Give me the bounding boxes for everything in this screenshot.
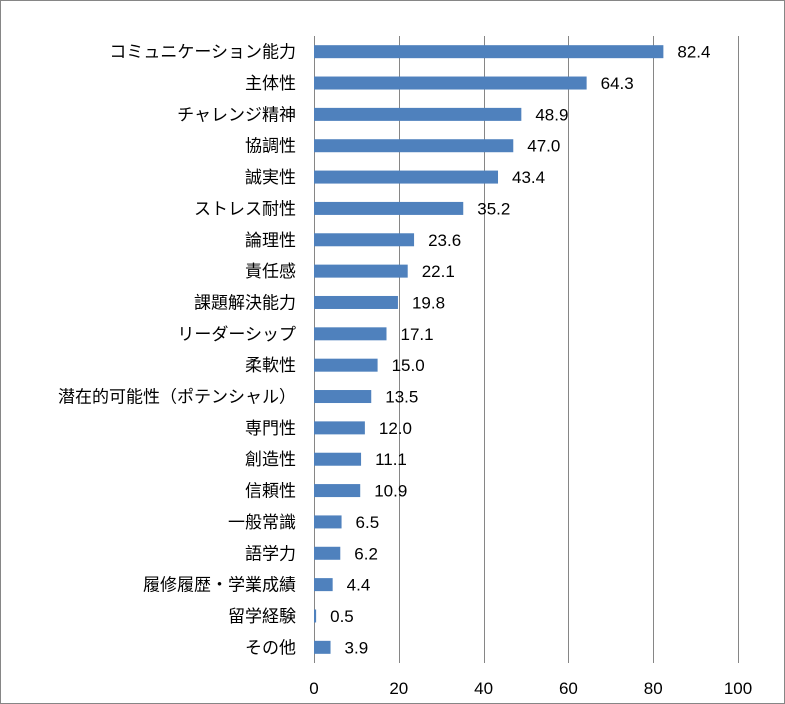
category-label: その他 (245, 638, 296, 658)
category-label: 専門性 (245, 419, 296, 439)
value-labels: 82.4 64.3 48.9 47.0 43.435.2 23.6 22.1 19.8 17.1… (330, 43, 710, 658)
bar (314, 578, 333, 592)
bar (314, 640, 331, 654)
bars (314, 45, 664, 654)
category-label: 論理性 (245, 231, 296, 251)
value-label: 11.1 (375, 450, 407, 469)
category-label: 信頼性 (245, 482, 296, 502)
value-label: 6.2 (354, 544, 378, 563)
value-label: 10.9 (374, 482, 407, 501)
bar (314, 421, 365, 435)
category-label: 主体性 (245, 74, 296, 94)
value-label: 82.4 (677, 43, 710, 62)
value-label: 12.0 (379, 419, 412, 438)
bar (314, 76, 587, 90)
category-label: 責任感 (245, 262, 296, 282)
value-label: 0.5 (330, 607, 354, 626)
bar (314, 358, 378, 372)
bar (314, 390, 372, 404)
bar (314, 107, 522, 121)
category-label: リーダーシップ (177, 325, 296, 345)
bar (314, 264, 408, 278)
category-label: チャレンジ精神 (177, 105, 296, 125)
bar (314, 452, 362, 466)
value-label: 22.1 (422, 262, 455, 281)
category-label: 一般常識 (228, 513, 296, 533)
x-tick-label: 60 (559, 679, 578, 698)
value-label: 19.8 (412, 293, 445, 312)
value-label: 48.9 (535, 105, 568, 124)
category-label: 協調性 (245, 137, 296, 157)
bar (314, 170, 499, 184)
x-tick-label: 100 (724, 679, 752, 698)
value-label: 3.9 (345, 638, 369, 657)
category-label: ストレス耐性 (194, 199, 296, 219)
category-label: 誠実性 (245, 168, 296, 188)
value-label: 15.0 (392, 356, 425, 375)
value-label: 6.5 (356, 513, 380, 532)
category-label: 語学力 (245, 544, 296, 564)
x-axis-tick-labels: 0 20 40 60 80 100 (309, 679, 752, 698)
category-label: コミュニケーション能力 (109, 43, 296, 63)
value-label: 35.2 (477, 199, 510, 218)
value-label: 23.6 (428, 231, 461, 250)
x-tick-label: 20 (389, 679, 408, 698)
value-label: 47.0 (527, 137, 560, 156)
gridlines (314, 36, 739, 663)
bar (314, 295, 398, 309)
category-label: 柔軟性 (245, 356, 296, 376)
x-tick-label: 40 (474, 679, 493, 698)
category-label: 潜在的可能性（ポテンシャル） (58, 388, 296, 408)
bar (314, 139, 514, 153)
category-label: 創造性 (245, 450, 296, 470)
x-tick-label: 0 (309, 679, 318, 698)
value-label: 17.1 (401, 325, 434, 344)
bar (314, 546, 341, 560)
bar (314, 45, 664, 59)
bar (314, 327, 387, 341)
category-label: 履修履歴・学業成績 (143, 576, 296, 596)
category-labels: コミュニケーション能力主体性チャレンジ精神協調性誠実性ストレス耐性論理性責任感課… (58, 43, 296, 659)
value-label: 64.3 (601, 74, 634, 93)
x-tick-label: 80 (644, 679, 663, 698)
category-label: 課題解決能力 (194, 293, 296, 313)
bar (314, 201, 464, 215)
category-label: 留学経験 (228, 607, 296, 627)
value-label: 43.4 (512, 168, 545, 187)
bar (314, 515, 342, 529)
value-label: 4.4 (347, 576, 371, 595)
bar (314, 609, 317, 623)
bar (314, 233, 415, 247)
bar (314, 484, 361, 498)
value-label: 13.5 (385, 388, 418, 407)
